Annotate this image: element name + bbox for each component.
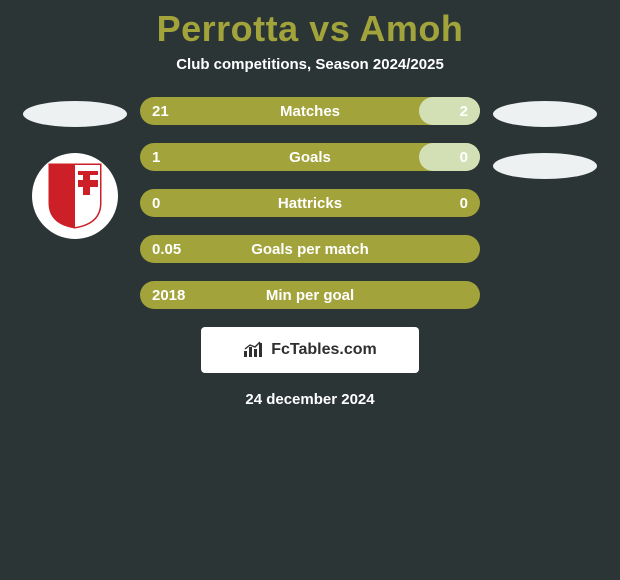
stat-label: Min per goal (140, 287, 480, 304)
player-placeholder-left (23, 101, 127, 127)
subtitle: Club competitions, Season 2024/2025 (20, 56, 600, 73)
stat-label: Goals per match (140, 241, 480, 258)
stat-row-hattricks: 0 Hattricks 0 (140, 189, 480, 217)
source-badge: FcTables.com (201, 327, 419, 373)
comparison-layout: 21 Matches 2 1 Goals 0 0 Hattricks 0 0.0… (20, 97, 600, 309)
stat-row-goals-per-match: 0.05 Goals per match (140, 235, 480, 263)
stat-row-matches: 21 Matches 2 (140, 97, 480, 125)
stats-column: 21 Matches 2 1 Goals 0 0 Hattricks 0 0.0… (140, 97, 480, 309)
chart-icon (243, 341, 265, 359)
club-logo-icon (46, 163, 104, 229)
stat-value-right: 0 (460, 195, 468, 212)
club-placeholder-right (493, 153, 597, 179)
stat-row-goals: 1 Goals 0 (140, 143, 480, 171)
stat-row-min-per-goal: 2018 Min per goal (140, 281, 480, 309)
stat-label: Hattricks (140, 195, 480, 212)
left-side (20, 97, 130, 239)
right-side (490, 97, 600, 179)
stat-value-right: 2 (460, 103, 468, 120)
page-title: Perrotta vs Amoh (20, 8, 600, 50)
stat-label: Goals (140, 149, 480, 166)
source-label: FcTables.com (271, 341, 377, 359)
stat-label: Matches (140, 103, 480, 120)
date-label: 24 december 2024 (20, 391, 600, 408)
player-placeholder-right (493, 101, 597, 127)
stat-value-right: 0 (460, 149, 468, 166)
club-crest-left (32, 153, 118, 239)
